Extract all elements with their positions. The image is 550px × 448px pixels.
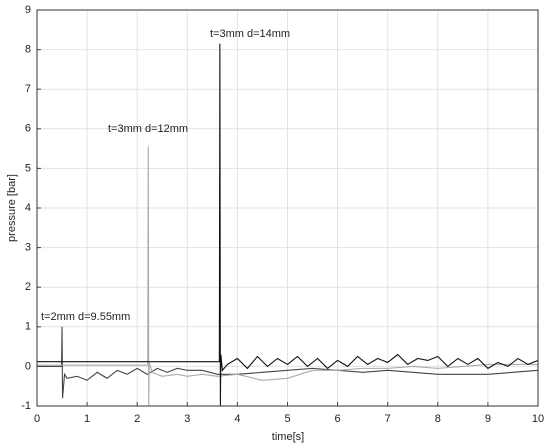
y-tick-label: 9 xyxy=(25,4,31,16)
x-tick-label: 4 xyxy=(234,413,240,425)
y-tick-label: 3 xyxy=(25,242,31,254)
annotation: t=3mm d=12mm xyxy=(108,123,188,135)
y-tick-label: 2 xyxy=(25,281,31,293)
x-tick-label: 10 xyxy=(532,413,544,425)
y-tick-label: 7 xyxy=(25,83,31,95)
plot-frame xyxy=(36,9,539,407)
x-tick-label: 6 xyxy=(335,413,341,425)
y-tick-label: -1 xyxy=(21,400,31,412)
x-axis-label: time[s] xyxy=(272,431,304,443)
y-axis-label: pressure [bar] xyxy=(6,174,18,242)
plot xyxy=(37,43,539,407)
y-tick-label: 4 xyxy=(25,202,31,214)
data-line xyxy=(37,43,539,407)
x-tick-label: 8 xyxy=(435,413,441,425)
x-tick-label: 2 xyxy=(134,413,140,425)
annotation: t=3mm d=14mm xyxy=(210,28,290,40)
data-line xyxy=(37,326,539,399)
data-line xyxy=(37,146,538,407)
y-tick-label: 0 xyxy=(25,360,31,372)
x-tick-label: 9 xyxy=(485,413,491,425)
x-tick-label: 1 xyxy=(84,413,90,425)
grid xyxy=(36,9,539,407)
y-tick-label: 1 xyxy=(25,321,31,333)
y-tick-label: 8 xyxy=(25,44,31,56)
y-tick-label: 5 xyxy=(25,162,31,174)
x-tick-label: 7 xyxy=(385,413,391,425)
x-tick-label: 0 xyxy=(34,413,40,425)
annotation: t=2mm d=9.55mm xyxy=(41,311,130,323)
y-tick-label: 6 xyxy=(25,123,31,135)
x-tick-label: 5 xyxy=(284,413,290,425)
x-tick-label: 3 xyxy=(184,413,190,425)
